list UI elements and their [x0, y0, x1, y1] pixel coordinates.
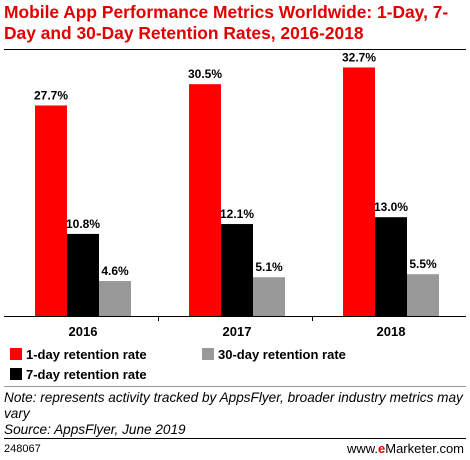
legend-label: 30-day retention rate: [218, 347, 346, 362]
data-label: 12.1%: [220, 207, 254, 221]
data-label: 30.5%: [188, 67, 222, 81]
x-tick-label: 2018: [377, 324, 406, 339]
legend-swatch: [10, 368, 22, 380]
legend-swatch: [202, 348, 214, 360]
data-label: 5.5%: [409, 257, 437, 271]
legend-divider: [4, 386, 466, 387]
legend-swatch: [10, 348, 22, 360]
data-label: 5.1%: [255, 260, 283, 274]
bar-2017-3: [253, 277, 285, 316]
bar-2018-3: [407, 274, 439, 316]
note-text: Note: represents activity tracked by App…: [4, 390, 463, 421]
bar-2016-2: [67, 233, 99, 316]
chart-id: 248067: [4, 443, 41, 455]
data-label: 13.0%: [374, 200, 408, 214]
bar-2016-1: [35, 105, 67, 316]
data-label: 4.6%: [101, 264, 129, 278]
source-text: Source: AppsFlyer, June 2019: [4, 422, 186, 437]
bar-chart: 27.7% 10.8% 4.6% 2016 30.5% 12.1% 5.1% 2017 32.7…: [4, 50, 466, 382]
chart-notes: Note: represents activity tracked by App…: [4, 390, 466, 438]
bar-2018-1: [343, 67, 375, 316]
bar-2018-2: [375, 217, 407, 316]
data-label: 32.7%: [342, 50, 376, 64]
x-tick-label: 2017: [223, 324, 252, 339]
data-label: 27.7%: [34, 88, 68, 102]
x-tick-label: 2016: [69, 324, 98, 339]
legend-label: 7-day retention rate: [26, 367, 147, 382]
footer-divider: [4, 438, 466, 439]
legend-label: 1-day retention rate: [26, 347, 147, 362]
chart-title: Mobile App Performance Metrics Worldwide…: [4, 2, 449, 43]
bar-2017-1: [189, 84, 221, 316]
bar-2017-2: [221, 224, 253, 316]
title-divider: [4, 49, 466, 50]
data-label: 10.8%: [66, 217, 100, 231]
emarketer-logo: www.eMarketer.com: [346, 441, 464, 456]
bar-2016-3: [99, 281, 131, 316]
